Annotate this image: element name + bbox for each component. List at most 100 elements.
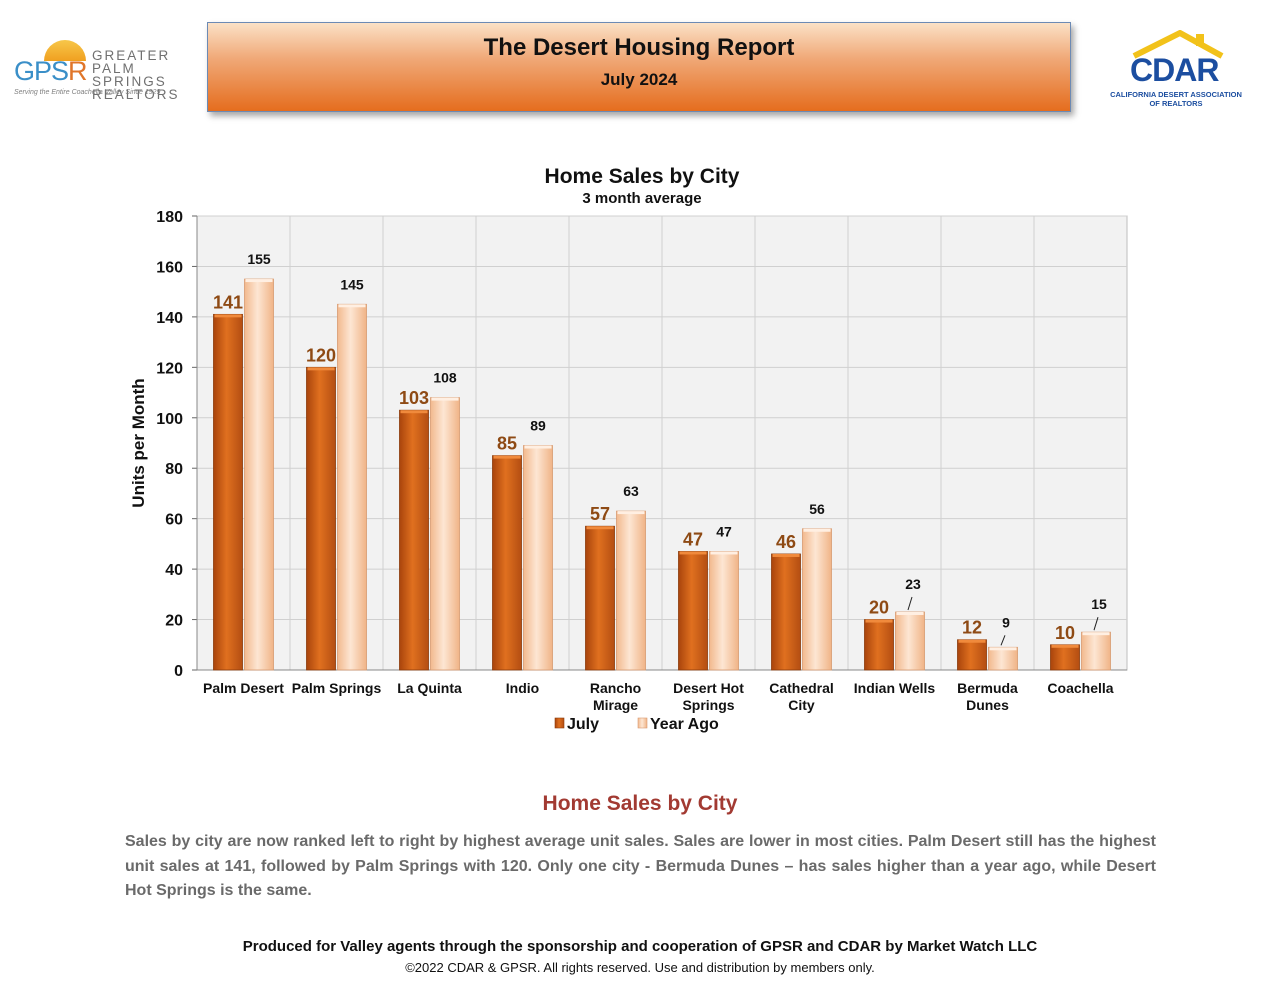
- cdar-mark: CDAR: [1130, 52, 1219, 88]
- bar-year-ago: [988, 646, 1018, 671]
- bar-july-top: [307, 367, 335, 371]
- x-tick-label: Indian Wells: [854, 680, 936, 696]
- data-label-year-ago: 145: [340, 276, 364, 292]
- chart-title: Home Sales by City: [545, 165, 740, 188]
- report-title: The Desert Housing Report: [483, 34, 795, 61]
- bar-year-ago-top: [1082, 632, 1110, 636]
- data-label-july: 141: [213, 292, 243, 312]
- bar-year-ago-top: [524, 445, 552, 449]
- data-label-july: 47: [683, 529, 703, 549]
- bar-year-ago: [430, 397, 460, 671]
- y-tick-label: 160: [156, 259, 183, 276]
- bar-year-ago: [802, 528, 832, 671]
- data-label-year-ago: 56: [809, 501, 825, 517]
- bar-year-ago: [337, 303, 367, 671]
- data-label-july: 20: [869, 598, 889, 618]
- bar-july: [864, 619, 894, 671]
- y-tick-label: 80: [165, 461, 183, 478]
- bar-year-ago: [709, 551, 739, 671]
- data-label-year-ago: 108: [433, 370, 457, 386]
- legend-label-year-ago: Year Ago: [650, 716, 719, 733]
- footer-copyright: ©2022 CDAR & GPSR. All rights reserved. …: [405, 960, 875, 975]
- bar-year-ago-top: [896, 611, 924, 615]
- gpsr-tagline: Serving the Entire Coachella Valley Sinc…: [14, 89, 161, 96]
- bar-july-top: [493, 455, 521, 459]
- sun-icon: [44, 40, 86, 61]
- data-label-year-ago: 89: [530, 418, 546, 434]
- chart-subtitle: 3 month average: [582, 190, 701, 207]
- legend-label-july: July: [567, 716, 599, 733]
- data-label-july: 120: [306, 345, 336, 365]
- bar-july-top: [586, 526, 614, 530]
- bar-year-ago: [1081, 631, 1111, 671]
- data-label-july: 57: [590, 504, 610, 524]
- data-label-year-ago: 23: [905, 576, 921, 592]
- x-tick-label: Palm Springs: [292, 680, 382, 696]
- y-tick-label: 0: [174, 663, 183, 680]
- bar-year-ago-top: [245, 279, 273, 283]
- bar-year-ago: [244, 278, 274, 671]
- bar-july-top: [400, 410, 428, 414]
- y-tick-label: 120: [156, 360, 183, 377]
- data-label-july: 103: [399, 388, 429, 408]
- commentary-heading: Home Sales by City: [542, 792, 738, 815]
- x-tick-label: Cathedral: [769, 680, 834, 696]
- house-roof-icon: [1132, 30, 1224, 59]
- legend-swatch-year-ago: [637, 717, 648, 729]
- bar-year-ago-top: [710, 551, 738, 555]
- footer-credit: Produced for Valley agents through the s…: [242, 938, 1038, 955]
- bar-july-top: [772, 553, 800, 557]
- data-label-year-ago: 15: [1091, 596, 1107, 612]
- report-banner: The Desert Housing Report July 2024: [207, 22, 1071, 112]
- data-label-july: 12: [962, 618, 982, 638]
- data-label-july: 10: [1055, 623, 1075, 643]
- data-label-year-ago: 63: [623, 483, 639, 499]
- bar-july-top: [865, 619, 893, 623]
- data-label-year-ago: 9: [1002, 614, 1010, 630]
- bar-year-ago-top: [617, 511, 645, 515]
- bar-year-ago-top: [431, 397, 459, 401]
- x-tick-label: Dunes: [966, 697, 1009, 713]
- x-tick-label: La Quinta: [397, 680, 462, 696]
- data-label-july: 85: [497, 434, 517, 454]
- bar-july: [492, 455, 522, 671]
- gpsr-mark: GPSR: [14, 56, 88, 86]
- x-tick-label: Indio: [506, 680, 539, 696]
- bar-july: [306, 366, 336, 671]
- bar-july: [1050, 644, 1080, 671]
- y-tick-label: 60: [165, 512, 183, 529]
- bar-july: [771, 553, 801, 671]
- x-tick-label: Palm Desert: [203, 680, 284, 696]
- y-tick-label: 20: [165, 613, 183, 630]
- x-tick-label: Desert Hot: [673, 680, 744, 696]
- y-tick-label: 40: [165, 562, 183, 579]
- bar-july: [213, 313, 243, 671]
- bar-july-top: [958, 639, 986, 643]
- y-tick-label: 180: [156, 209, 183, 226]
- bar-july-top: [1051, 644, 1079, 648]
- x-tick-label: Springs: [682, 697, 734, 713]
- data-label-year-ago: 155: [247, 251, 271, 267]
- leader-line: [907, 596, 913, 611]
- y-tick-label: 100: [156, 411, 183, 428]
- bar-year-ago: [616, 510, 646, 671]
- data-label-year-ago: 47: [716, 523, 732, 539]
- y-axis-label: Units per Month: [129, 378, 148, 507]
- plot-area: 0 20 40 60 80 100 120 140 160 180 141 155 Palm Deser…: [156, 209, 1128, 713]
- bar-year-ago-top: [989, 647, 1017, 651]
- bar-july: [585, 525, 615, 671]
- bar-july-top: [679, 551, 707, 555]
- data-label-july: 46: [776, 532, 796, 552]
- bar-year-ago-top: [803, 528, 831, 532]
- report-date: July 2024: [600, 70, 678, 89]
- bar-year-ago: [523, 445, 553, 671]
- bar-july: [678, 551, 708, 671]
- x-tick-label: Coachella: [1047, 680, 1113, 696]
- leader-line: [1000, 635, 1006, 646]
- bar-july: [399, 409, 429, 671]
- bar-year-ago: [895, 611, 925, 671]
- y-tick-label: 140: [156, 310, 183, 327]
- commentary-body: Sales by city are now ranked left to rig…: [125, 833, 1156, 899]
- gpsr-name: GREATER PALM SPRINGS REALTORS: [92, 48, 180, 102]
- bar-july: [957, 639, 987, 671]
